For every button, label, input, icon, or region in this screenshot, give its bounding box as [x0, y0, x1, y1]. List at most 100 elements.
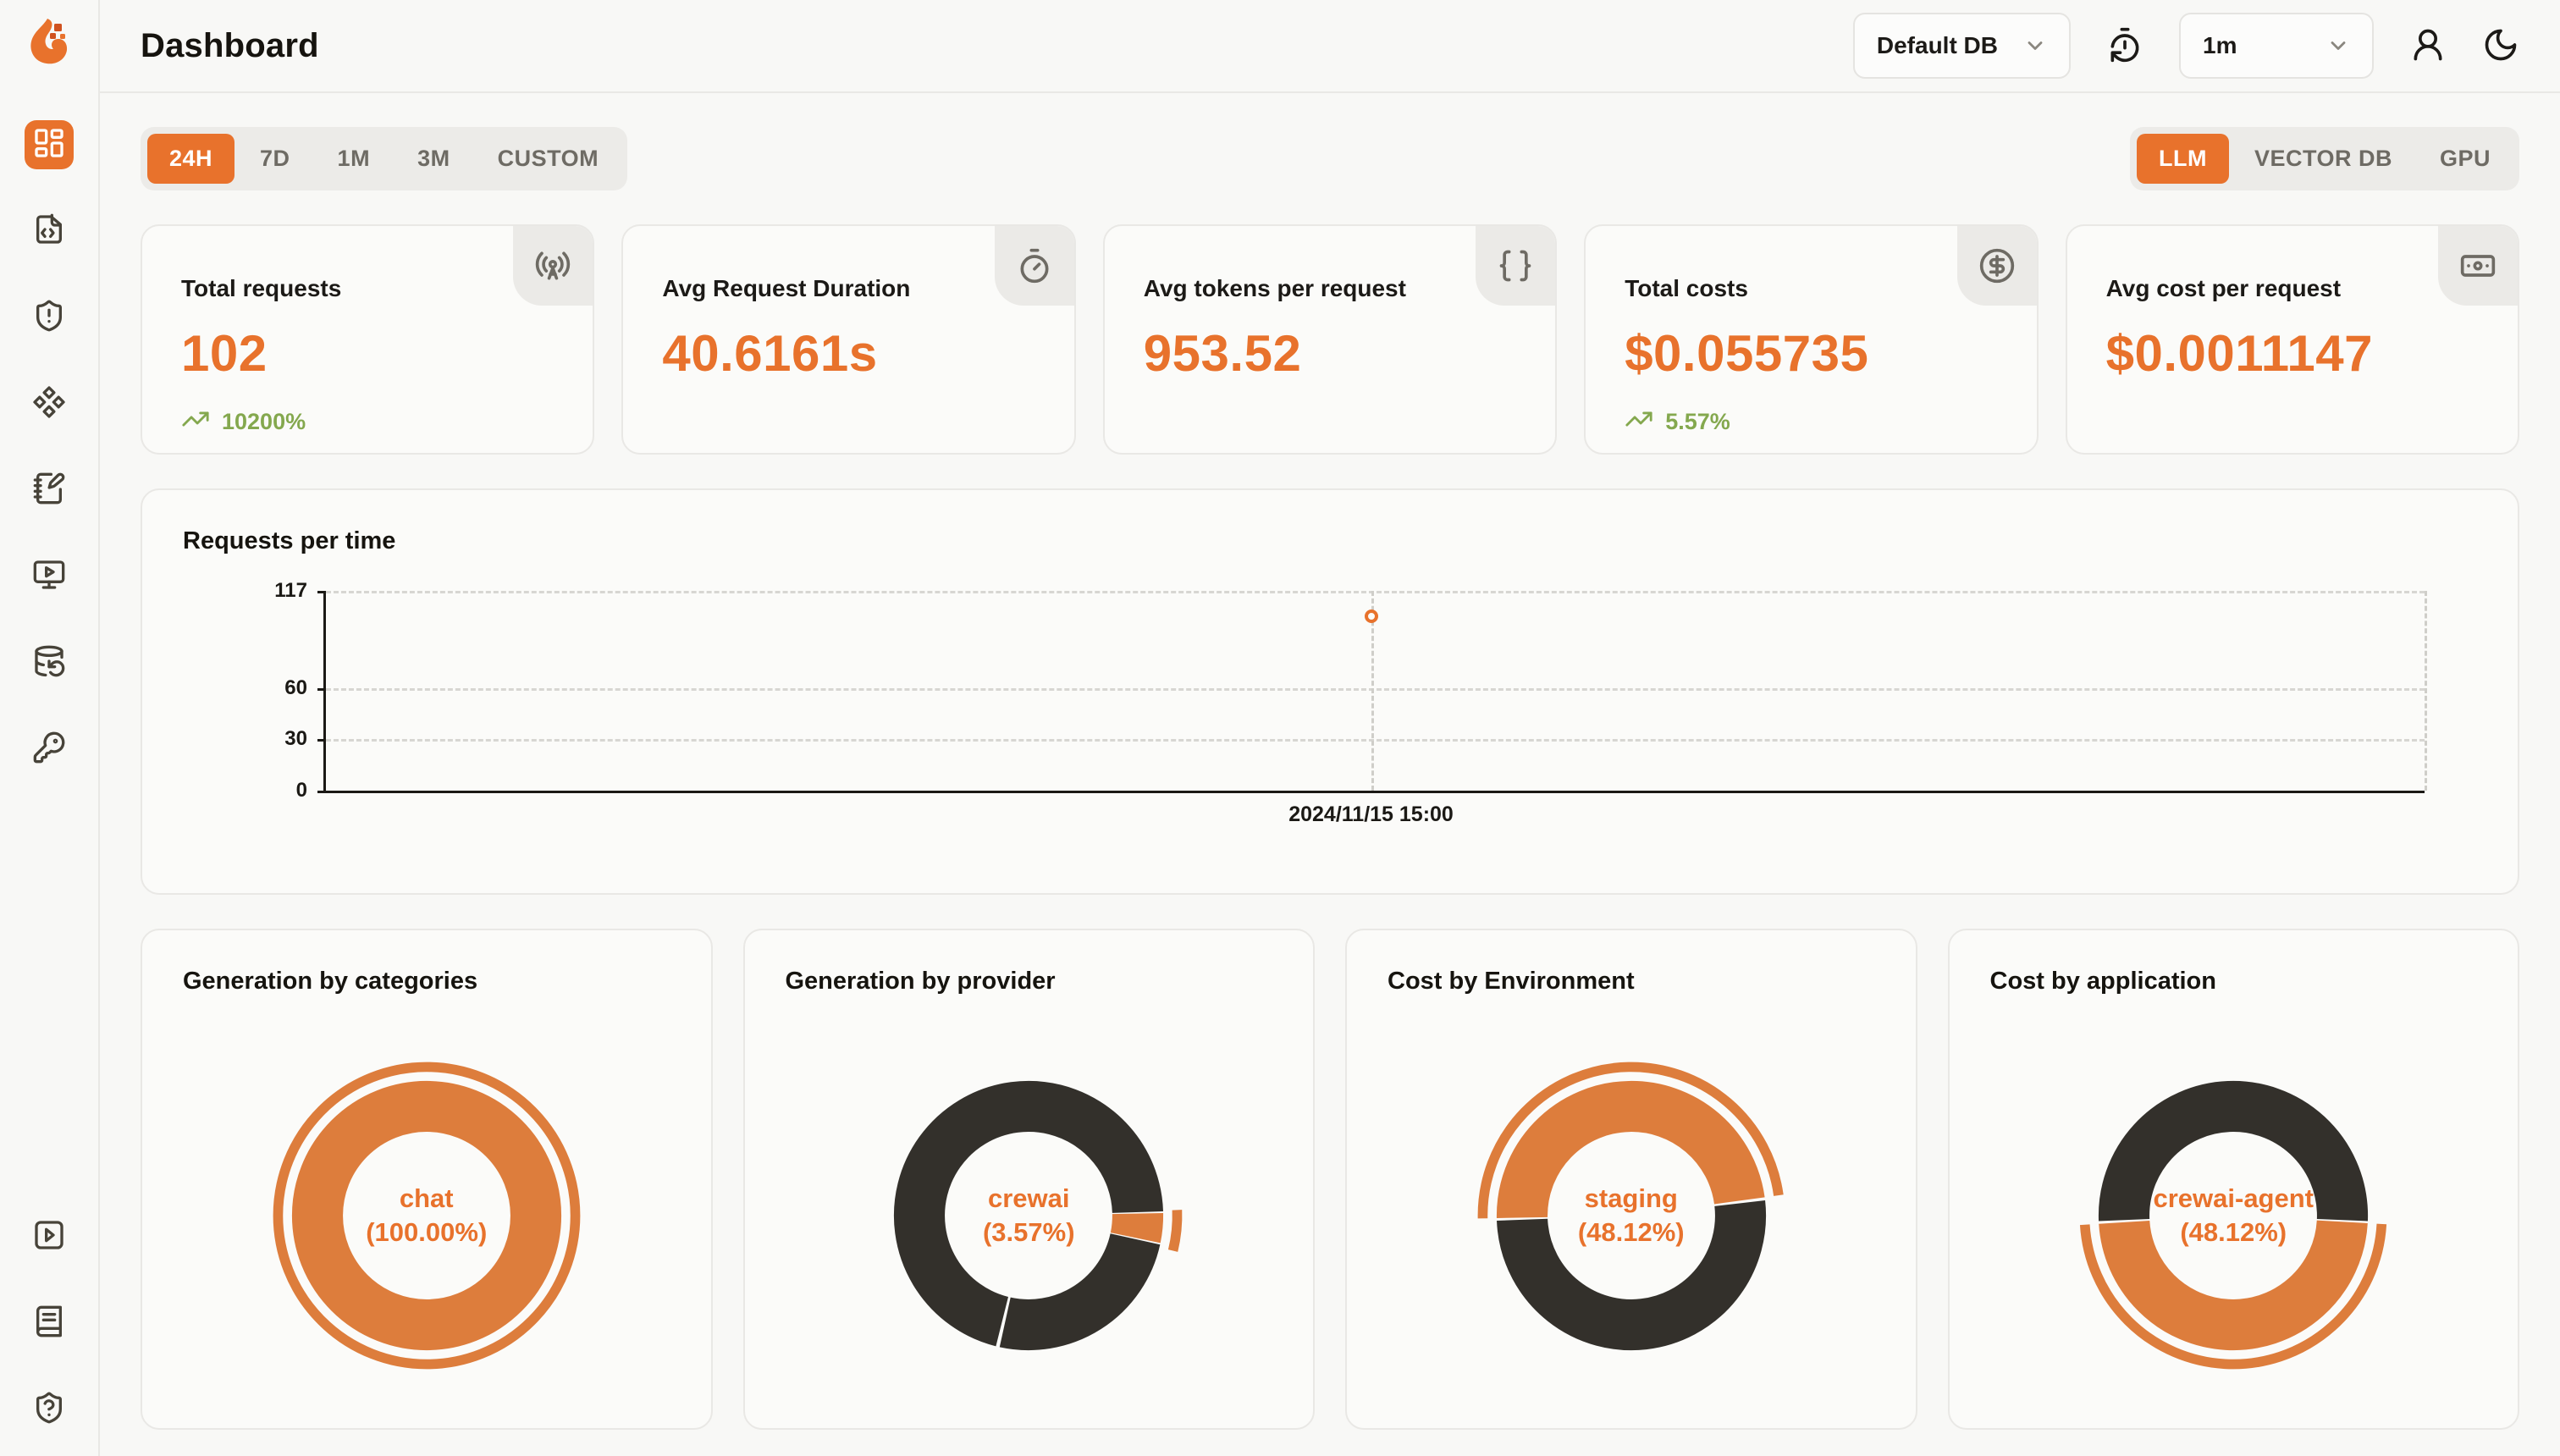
stat-label: Avg cost per request	[2105, 275, 2342, 301]
component-icon	[32, 385, 66, 423]
ytick-label-30: 30	[284, 727, 307, 751]
donut-center-label: crewai-agent (48.12%)	[2153, 1183, 2314, 1247]
ytick-label-117: 117	[274, 579, 307, 602]
sidebar	[0, 0, 100, 1456]
user-round-icon	[2409, 26, 2447, 66]
donut-center-label: chat (100.00%)	[366, 1183, 488, 1247]
donut-chart	[874, 1062, 1183, 1370]
monitor-play-icon	[32, 558, 66, 596]
donut-chart	[2079, 1062, 2387, 1370]
ytick-label-60: 60	[284, 676, 307, 699]
key-round-icon	[32, 731, 66, 769]
stat-trend-value: 5.57%	[1665, 409, 1730, 434]
sidebar-item-vault[interactable]	[25, 466, 74, 515]
stat-value: $0.055735	[1625, 325, 1869, 382]
tab-time-1m[interactable]: 1M	[316, 134, 393, 184]
ytick-mark	[317, 591, 326, 593]
gridline-y-117	[326, 591, 2425, 593]
sidebar-nav-bottom	[25, 1212, 74, 1434]
refresh-interval-value: 1m	[2203, 32, 2237, 58]
page-title: Dashboard	[141, 26, 319, 64]
data-point-marker	[1364, 609, 1378, 624]
stat-value: 953.52	[1143, 325, 1302, 382]
sidebar-item-documentation[interactable]	[25, 1299, 74, 1348]
donut-chart	[1477, 1062, 1785, 1370]
sidebar-item-getting-started[interactable]	[25, 1212, 74, 1261]
stat-label: Avg Request Duration	[662, 275, 911, 301]
shield-alert-icon	[32, 299, 66, 337]
stat-trend-value: 10200%	[222, 409, 306, 434]
xtick-label: 2024/11/15 15:00	[1288, 802, 1454, 826]
time-range-tabs: 24H 7D 1M 3M CUSTOM	[141, 127, 628, 190]
source-tabs: LLM VECTOR DB GPU	[2129, 127, 2519, 190]
database-select-value: Default DB	[1876, 32, 1998, 58]
donut-grid: Generation by categories chat (100.00%) G…	[141, 929, 2519, 1430]
ytick-label-0: 0	[295, 779, 307, 802]
shield-question-icon	[32, 1391, 66, 1429]
filters-row: 24H 7D 1M 3M CUSTOM LLM VECTOR DB GPU	[141, 127, 2519, 190]
donut-title: Generation by categories	[183, 968, 478, 995]
donut-title: Generation by provider	[785, 968, 1056, 995]
moon-icon	[2482, 26, 2519, 66]
sidebar-item-requests[interactable]	[25, 207, 74, 256]
donut-card-cost-by-application: Cost by application crewai-agent (48.12%)	[1947, 929, 2519, 1430]
timer-reset-icon	[2106, 26, 2143, 66]
sidebar-item-prompts[interactable]	[25, 379, 74, 428]
topbar: Dashboard Default DB 1m	[100, 0, 2560, 93]
chart-title: Requests per time	[183, 527, 396, 554]
circle-dollar-icon	[1956, 226, 2037, 306]
notebook-pen-icon	[32, 472, 66, 510]
dark-mode-toggle[interactable]	[2482, 26, 2519, 66]
donut-card-cost-by-environment: Cost by Environment staging (48.12%)	[1345, 929, 1917, 1430]
database-backup-icon	[32, 644, 66, 682]
stat-value: $0.0011147	[2105, 325, 2373, 382]
stat-card-total-requests: Total requests 102 10200%	[141, 224, 595, 455]
tab-source-llm[interactable]: LLM	[2136, 134, 2229, 184]
tab-source-vector-db[interactable]: VECTOR DB	[2232, 134, 2414, 184]
tab-time-3m[interactable]: 3M	[395, 134, 472, 184]
app-logo[interactable]	[22, 15, 76, 69]
radio-icon	[513, 226, 593, 306]
stat-card-avg-tokens-per-request: Avg tokens per request 953.52	[1102, 224, 1558, 455]
ytick-mark	[317, 791, 326, 793]
sidebar-nav-top	[25, 120, 74, 774]
sidebar-item-databases[interactable]	[25, 638, 74, 687]
donut-card-generation-by-categories: Generation by categories chat (100.00%)	[141, 929, 713, 1430]
trending-up-icon	[1625, 405, 1653, 439]
gridline-y-60	[326, 687, 2425, 691]
stat-value: 40.6161s	[662, 325, 878, 382]
sidebar-item-support[interactable]	[25, 1385, 74, 1434]
chevron-down-icon	[2023, 34, 2047, 58]
donut-title: Cost by Environment	[1388, 968, 1635, 995]
file-code-icon	[32, 212, 66, 251]
gridline-x-end	[2425, 591, 2427, 791]
stat-trend: 10200%	[181, 405, 554, 439]
database-select[interactable]: Default DB	[1852, 13, 2071, 79]
donut-center-label: staging (48.12%)	[1577, 1183, 1685, 1247]
stat-label: Total costs	[1625, 275, 1748, 301]
sidebar-item-dashboard[interactable]	[25, 120, 74, 169]
tab-time-7d[interactable]: 7D	[238, 134, 312, 184]
refresh-timer-button[interactable]	[2106, 26, 2143, 66]
tab-time-24h[interactable]: 24H	[147, 134, 235, 184]
stat-card-avg-request-duration: Avg Request Duration 40.6161s	[621, 224, 1076, 455]
profile-button[interactable]	[2409, 26, 2447, 66]
stats-grid: Total requests 102 10200% Avg Request Du…	[141, 224, 2519, 455]
tab-source-gpu[interactable]: GPU	[2418, 134, 2513, 184]
ytick-mark	[317, 739, 326, 742]
sidebar-item-api-keys[interactable]	[25, 725, 74, 774]
stat-card-total-costs: Total costs $0.055735 5.57%	[1584, 224, 2039, 455]
donut-center-label: crewai (3.57%)	[982, 1183, 1075, 1247]
donut-card-generation-by-provider: Generation by provider crewai (3.57%)	[742, 929, 1315, 1430]
sidebar-item-openground[interactable]	[25, 552, 74, 601]
stat-card-avg-cost-per-request: Avg cost per request $0.0011147	[2065, 224, 2519, 455]
stat-trend: 5.57%	[1625, 405, 1997, 439]
requests-per-time-card: Requests per time 0 30 60 117 2024/11/15 15:…	[141, 488, 2519, 895]
sidebar-item-exceptions[interactable]	[25, 293, 74, 342]
ytick-mark	[317, 687, 326, 691]
refresh-interval-select[interactable]: 1m	[2179, 13, 2374, 79]
trending-up-icon	[181, 405, 210, 439]
chevron-down-icon	[2326, 34, 2350, 58]
tab-time-custom[interactable]: CUSTOM	[476, 134, 621, 184]
stat-label: Avg tokens per request	[1143, 275, 1406, 301]
